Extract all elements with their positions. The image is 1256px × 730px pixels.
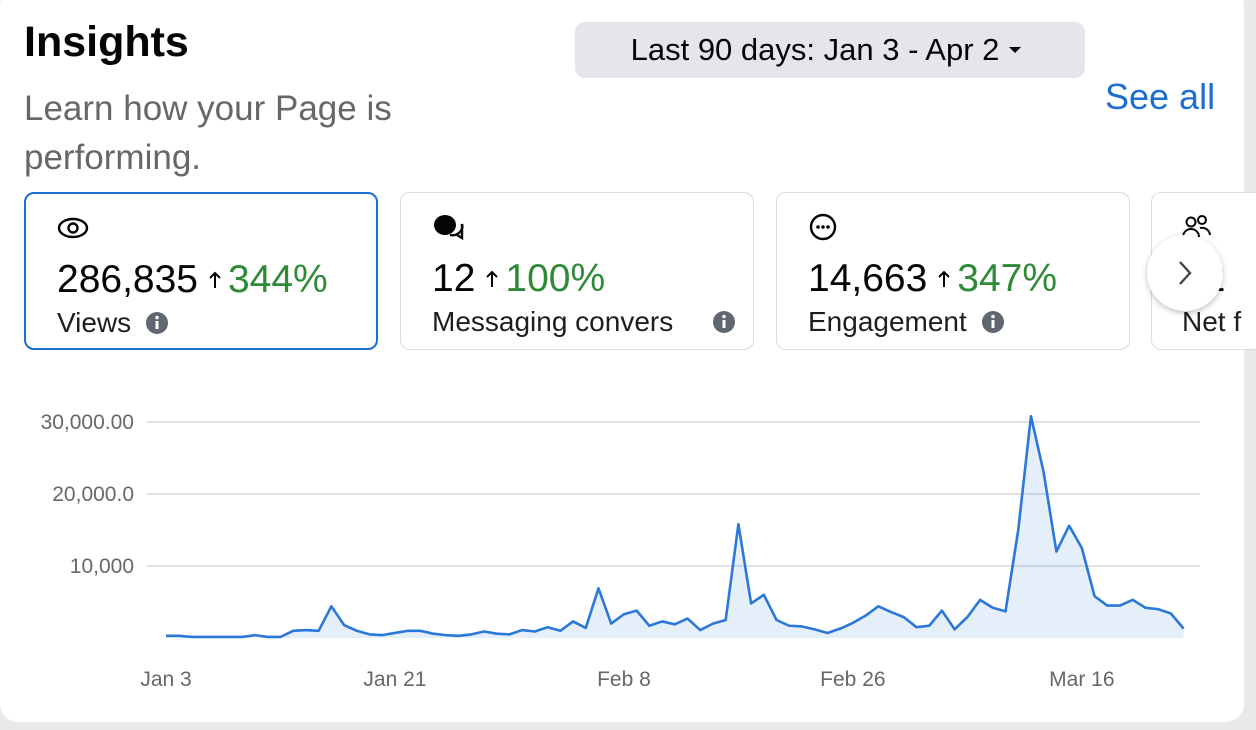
metric-change: 100% [505, 257, 606, 300]
metric-card[interactable]: 12 100% Messaging convers [400, 192, 754, 350]
info-icon[interactable] [698, 309, 738, 335]
metric-value-row: 286,835 344% [57, 258, 328, 302]
metric-label-row: Messaging convers [432, 306, 738, 338]
x-tick-label: Mar 16 [1049, 668, 1114, 691]
metric-value-row: 14,663 347% [808, 257, 1057, 301]
engagement-icon [809, 213, 837, 241]
x-tick-label: Jan 3 [140, 668, 191, 691]
see-all-link[interactable]: See all [1105, 76, 1216, 117]
info-icon[interactable] [131, 310, 171, 336]
y-tick-label: 10,000 [70, 555, 134, 578]
metric-change: 347% [957, 257, 1058, 300]
x-tick-label: Feb 26 [820, 668, 885, 691]
metric-label: Engagement [808, 306, 967, 337]
y-tick-label: 20,000.0 [52, 483, 134, 506]
metric-value: 286,835 [57, 258, 198, 301]
line [166, 414, 1185, 639]
date-range-button[interactable]: Last 90 days: Jan 3 - Apr 2 [575, 22, 1085, 78]
area-fill [166, 416, 1184, 638]
y-tick-label: 30,000.00 [41, 411, 134, 434]
eye-icon [57, 217, 89, 239]
next-button[interactable] [1147, 235, 1223, 311]
up-arrow [209, 271, 221, 288]
metric-value: 12 [432, 257, 476, 300]
metric-label-row: Views [57, 307, 171, 339]
title: Insights [24, 18, 189, 66]
metric-card[interactable]: 286,835 344% Views [24, 192, 378, 350]
followers-icon [1182, 215, 1211, 238]
metric-change: 344% [227, 258, 328, 301]
metric-value: 14,663 [808, 257, 928, 300]
caret [1009, 47, 1022, 53]
metric-label-row: Engagement [808, 306, 1007, 338]
metric-label: Views [57, 307, 132, 338]
info-icon[interactable] [967, 309, 1007, 335]
x-tick-label: Jan 21 [363, 668, 426, 691]
message-icon [434, 215, 464, 241]
x-tick-label: Feb 8 [597, 668, 651, 691]
metric-value-row: 12 100% [432, 257, 605, 301]
insights-panel [0, 0, 1244, 722]
metric-card[interactable]: 14,663 347% Engagement [776, 192, 1130, 350]
chevron [1179, 261, 1192, 285]
date-range: Last 90 days: Jan 3 - Apr 2 [630, 32, 1000, 67]
up-arrow [486, 270, 499, 287]
subtitle: Learn how your Page is performing. [24, 89, 392, 177]
metric-label: Messaging convers [432, 306, 674, 337]
up-arrow [938, 270, 951, 287]
metric-label-row: Net f [1182, 306, 1241, 338]
metric-label: Net f [1182, 306, 1242, 337]
